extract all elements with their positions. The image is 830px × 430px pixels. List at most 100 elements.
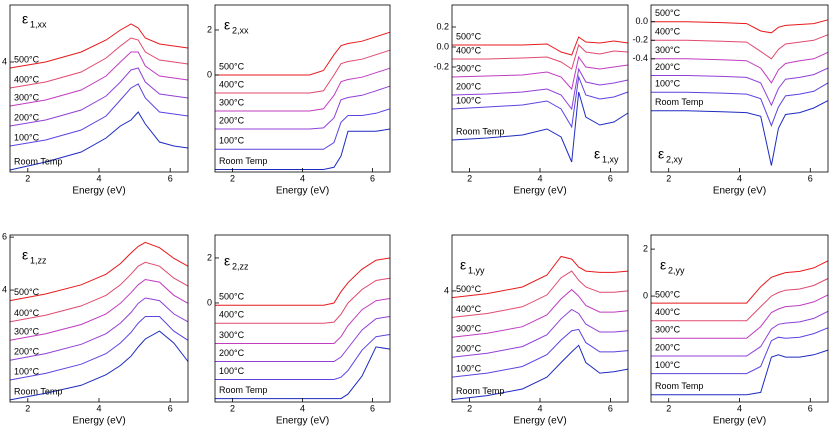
curve [651,100,829,166]
x-tick-label: 4 [737,173,742,183]
curve [451,308,629,358]
curve-label: 500°C [14,54,40,64]
y-tick-label: -0.2 [632,35,648,45]
curve-label: 300°C [219,97,245,107]
y-tick-label: 0.0 [436,41,449,51]
curve [651,34,829,60]
curve-label: 300°C [655,45,681,55]
panel-subscript: 1,zz [30,255,47,265]
curve-label: Room Temp [655,97,703,107]
curve [451,75,629,129]
panel: 500°C 400°C 300°C 200°C 100°C Room Temp 2 4 6 4 En… [2,4,189,197]
y-tick-label: 0 [207,69,212,79]
curve-label: 200°C [655,62,681,72]
y-tick-label: 2 [207,24,212,34]
panel-symbol: ε [224,253,230,269]
curve [452,36,629,56]
panel: 500°C 400°C 300°C 200°C 100°C Room Temp 2 4 6 -0.… [632,4,829,197]
panel: 500°C 400°C 300°C 200°C 100°C Room Temp 2 4 6 4 6 E… [2,231,189,427]
curve [651,82,829,127]
curve [9,83,189,147]
panel-symbol: ε [460,257,466,273]
curve-label: 400°C [219,79,245,89]
x-tick-label: 2 [467,403,472,413]
y-tick-label: 4 [2,56,7,66]
y-tick-label: 2 [643,243,648,253]
x-tick-label: 4 [96,403,101,413]
curve [451,91,629,163]
curve-label: 400°C [456,45,482,55]
curve [452,44,629,70]
x-tick-label: 6 [808,403,813,413]
x-tick-label: 4 [96,173,101,183]
x-tick-label: 2 [666,173,671,183]
curve-label: 100°C [14,366,40,376]
y-tick-label: 0 [207,297,212,307]
panel-subscript: 1,xy [602,154,619,164]
curve [9,67,189,127]
x-tick-label: 2 [467,173,472,183]
panel-symbol: ε [22,11,28,27]
curve-label: 200°C [456,81,482,91]
curve [215,67,391,112]
curve-label: 500°C [219,61,245,71]
curve-label: 400°C [456,304,482,314]
curve [9,330,189,401]
plot-frame [650,234,829,403]
curve [651,310,829,357]
curve [451,67,629,111]
curve-label: 200°C [14,112,40,122]
x-tick-label: 6 [808,173,813,183]
x-tick-label: 6 [168,173,173,183]
curve-label: 100°C [655,79,681,89]
curve [651,67,829,107]
curve [651,260,829,304]
y-tick-label: 4 [444,285,449,295]
curve [215,316,391,362]
curve-label: 400°C [219,310,245,320]
panel: 500°C 400°C 300°C 200°C 100°C Room Temp 2 4 6 0 2 E… [207,4,391,197]
curve [451,55,629,91]
curve-label: 400°C [14,74,40,84]
curve-label: 200°C [655,342,681,352]
curve-label: 400°C [14,308,40,318]
panel-subscript: 2,zz [232,261,249,271]
curve [9,51,189,107]
curve-label: 500°C [219,292,245,302]
curve-label: 100°C [219,136,245,146]
curve-label: 500°C [14,287,40,297]
curve [9,241,189,302]
y-tick-label: -0.2 [433,61,449,71]
curve [215,85,391,130]
curve [651,51,829,84]
curve-label: 200°C [456,344,482,354]
x-tick-label: 4 [300,403,305,413]
panel: 500°C 400°C 300°C 200°C 100°C Room Temp 2 4 6 0 2 E… [643,234,829,427]
panel: 500°C 400°C 300°C 200°C 100°C Room Temp 2 4 6 0 2 E… [207,234,391,427]
curve-label: 100°C [456,95,482,105]
curve-label: 300°C [456,63,482,73]
x-axis-label: Energy (eV) [276,186,329,197]
curve-label: 100°C [456,363,482,373]
curve [9,278,189,341]
x-tick-label: 2 [25,173,30,183]
panel-subscript: 1,xx [30,19,47,29]
panel-subscript: 2,yy [668,265,685,275]
curve [215,108,391,150]
x-tick-label: 6 [370,173,375,183]
panel: 500°C 400°C 300°C 200°C 100°C Room Temp 2 4 6 -0.… [433,4,629,197]
x-tick-label: 6 [370,403,375,413]
y-tick-label: 0 [643,290,648,300]
curve-label: 400°C [655,307,681,317]
curve-label: Room Temp [14,156,62,166]
curve [9,37,189,89]
curve-label: 100°C [219,366,245,376]
curve [215,128,391,170]
curve [9,297,189,361]
x-tick-label: 4 [537,173,542,183]
x-tick-label: 6 [168,403,173,413]
curve [215,298,391,344]
panel-symbol: ε [658,146,664,162]
x-axis-label: Energy (eV) [713,416,766,427]
curve [651,19,829,34]
